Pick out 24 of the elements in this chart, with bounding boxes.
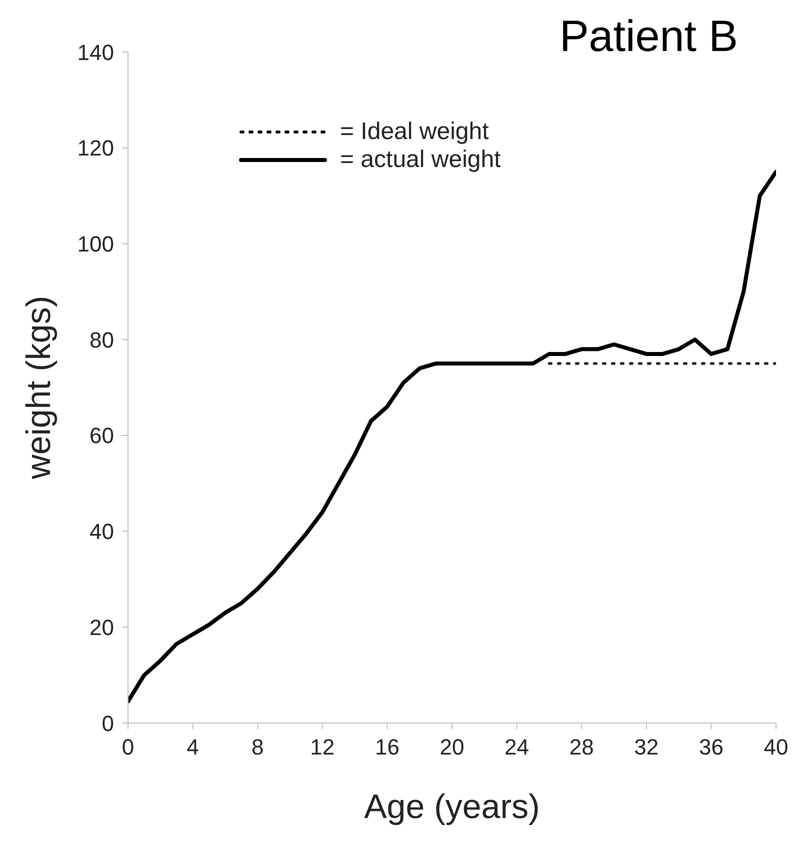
x-tick-label: 16 [374, 734, 400, 760]
y-tick-label: 80 [90, 327, 114, 352]
legend-label: = Ideal weight [340, 118, 489, 146]
y-tick-label: 140 [77, 40, 114, 65]
x-tick-label: 28 [569, 734, 594, 760]
y-tick-label: 20 [90, 614, 114, 640]
x-tick-label: 8 [251, 734, 264, 760]
x-tick-label: 40 [764, 734, 788, 760]
y-tick-label: 40 [90, 519, 114, 544]
x-tick-label: 24 [504, 734, 530, 760]
x-tick-label: 36 [698, 734, 724, 760]
chart-title: Patient B [559, 12, 738, 62]
legend-label: = actual weight [340, 146, 501, 174]
x-tick-label: 4 [186, 734, 199, 760]
y-tick-label: 0 [102, 710, 114, 736]
y-tick-label: 60 [90, 423, 114, 448]
y-axis-title: weight (kgs) [20, 296, 58, 480]
x-tick-label: 20 [440, 734, 464, 760]
x-tick-label: 0 [122, 734, 134, 760]
x-axis-title: Age (years) [364, 788, 540, 826]
y-tick-label: 100 [77, 232, 114, 257]
y-tick-label: 120 [77, 136, 114, 161]
x-tick-label: 32 [634, 734, 659, 760]
x-tick-label: 12 [310, 734, 335, 760]
